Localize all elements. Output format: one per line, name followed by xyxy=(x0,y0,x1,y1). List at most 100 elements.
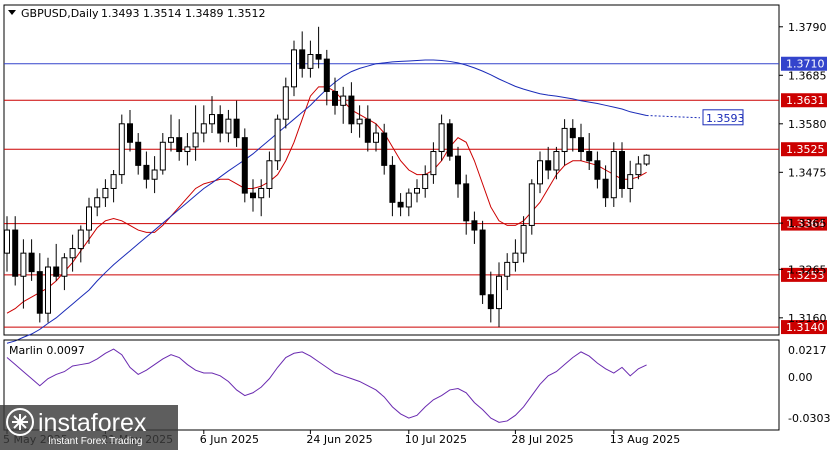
candle-body-25 xyxy=(209,114,215,125)
candle-body-70 xyxy=(578,137,584,153)
candle-body-64 xyxy=(528,183,535,226)
candle-body-49 xyxy=(405,192,412,208)
marlin-oscillator xyxy=(6,348,647,423)
candle-body-56 xyxy=(463,183,470,222)
candle-body-15 xyxy=(127,123,133,143)
y-tick-label-6: 1.3160 xyxy=(788,312,827,325)
candle-body-62 xyxy=(512,252,519,263)
candlesticks xyxy=(4,26,650,328)
candle-body-7 xyxy=(61,257,68,277)
candle-body-39 xyxy=(323,58,330,92)
level-tag-text-1.3710: 1.3710 xyxy=(786,58,825,71)
candle-body-47 xyxy=(389,164,396,203)
candle-body-34 xyxy=(282,86,289,120)
candle-body-51 xyxy=(422,174,429,189)
candle-body-45 xyxy=(373,132,379,143)
level-tag-1.3140 xyxy=(781,320,827,335)
candle-body-52 xyxy=(430,151,437,176)
candle-body-6 xyxy=(53,266,60,277)
price-axis: 1.3710 1.3631 1.3525 1.3364 1.3253 1.3140 1.37… xyxy=(779,21,827,335)
y-tick-label-4: 1.3365 xyxy=(788,217,827,230)
candle-body-3 xyxy=(28,252,35,273)
collapse-triangle-icon[interactable] xyxy=(8,10,16,15)
candle-body-67 xyxy=(553,151,560,171)
level-tag-text-1.3253: 1.3253 xyxy=(786,269,825,282)
candle-body-36 xyxy=(299,49,306,69)
ma-slow-projection xyxy=(646,114,701,119)
candle-body-48 xyxy=(397,201,404,208)
candle-body-21 xyxy=(176,137,183,153)
ma-slow-label-text: 1.3593 xyxy=(706,112,745,125)
level-tag-text-1.3140: 1.3140 xyxy=(786,321,825,334)
candle-body-57 xyxy=(471,220,478,231)
candle-body-76 xyxy=(627,174,634,189)
candle-body-14 xyxy=(118,123,125,176)
candle-body-50 xyxy=(414,187,420,194)
candle-body-26 xyxy=(217,114,224,134)
candle-body-10 xyxy=(86,206,92,231)
candle-body-33 xyxy=(274,118,281,162)
candle-body-18 xyxy=(151,169,158,180)
level-tag-text-1.3525: 1.3525 xyxy=(786,143,825,156)
candle-body-38 xyxy=(315,54,322,60)
ma-slow-label-box xyxy=(702,109,744,126)
candle-body-24 xyxy=(200,123,207,134)
instaforex-watermark: instaforex Instant Forex Trading xyxy=(0,405,178,450)
candle-body-59 xyxy=(487,294,494,310)
ohlc-readout: 1.3493 1.3514 1.3489 1.3512 xyxy=(101,7,265,20)
candle-body-16 xyxy=(135,141,142,166)
watermark-tagline: Instant Forex Trading xyxy=(48,436,143,447)
candle-body-42 xyxy=(348,95,355,125)
candle-body-1 xyxy=(12,229,19,277)
candle-body-31 xyxy=(258,187,265,199)
level-tag-1.3253 xyxy=(781,267,827,282)
indicator-pane-frame xyxy=(3,339,780,431)
level-tag-text-1.3364: 1.3364 xyxy=(786,218,825,231)
candle-body-11 xyxy=(94,197,101,208)
candle-body-40 xyxy=(332,90,338,106)
candle-body-77 xyxy=(635,163,642,176)
symbol-label: GBPUSD,Daily xyxy=(21,7,99,20)
y-tick-label-3: 1.3475 xyxy=(788,166,827,179)
level-tag-1.3525 xyxy=(781,142,827,157)
y-tick-label-0: 1.3790 xyxy=(788,21,827,34)
candle-body-54 xyxy=(446,123,453,157)
candle-body-46 xyxy=(381,132,388,166)
x-tick-label-3: 24 Jun 2025 xyxy=(306,433,372,446)
candle-body-73 xyxy=(602,178,609,199)
horizontal-levels xyxy=(4,63,779,328)
level-tag-text-1.3631: 1.3631 xyxy=(786,94,825,107)
y-tick-label-5: 1.3265 xyxy=(788,263,827,276)
candle-body-37 xyxy=(307,54,314,69)
candle-body-12 xyxy=(102,187,109,199)
candle-body-5 xyxy=(45,266,51,314)
level-tag-1.3364 xyxy=(781,216,827,231)
candle-body-61 xyxy=(504,261,511,277)
candle-body-63 xyxy=(520,224,527,254)
level-tag-1.3710 xyxy=(781,56,827,71)
price-pane-frame xyxy=(3,4,780,336)
candle-body-30 xyxy=(250,192,256,199)
candle-body-60 xyxy=(496,275,502,310)
x-tick-label-2: 6 Jun 2025 xyxy=(200,433,259,446)
candle-body-66 xyxy=(545,160,552,171)
candle-body-65 xyxy=(537,160,543,185)
level-tag-1.3631 xyxy=(781,93,827,108)
candle-body-55 xyxy=(455,155,461,185)
candle-body-68 xyxy=(561,127,568,153)
candle-body-28 xyxy=(233,118,240,139)
watermark-brand: instaforex xyxy=(38,409,147,437)
indicator-axis-top: 0.0217 xyxy=(788,344,827,357)
candle-body-23 xyxy=(192,132,199,148)
candle-body-27 xyxy=(225,118,232,134)
candle-body-2 xyxy=(20,252,27,277)
candle-body-8 xyxy=(69,248,76,259)
candle-body-0 xyxy=(4,229,10,254)
candle-body-44 xyxy=(364,118,371,143)
x-tick-label-5: 28 Jul 2025 xyxy=(511,433,573,446)
y-tick-label-1: 1.3685 xyxy=(788,69,827,82)
candle-body-4 xyxy=(36,271,43,314)
candle-body-20 xyxy=(168,137,174,143)
